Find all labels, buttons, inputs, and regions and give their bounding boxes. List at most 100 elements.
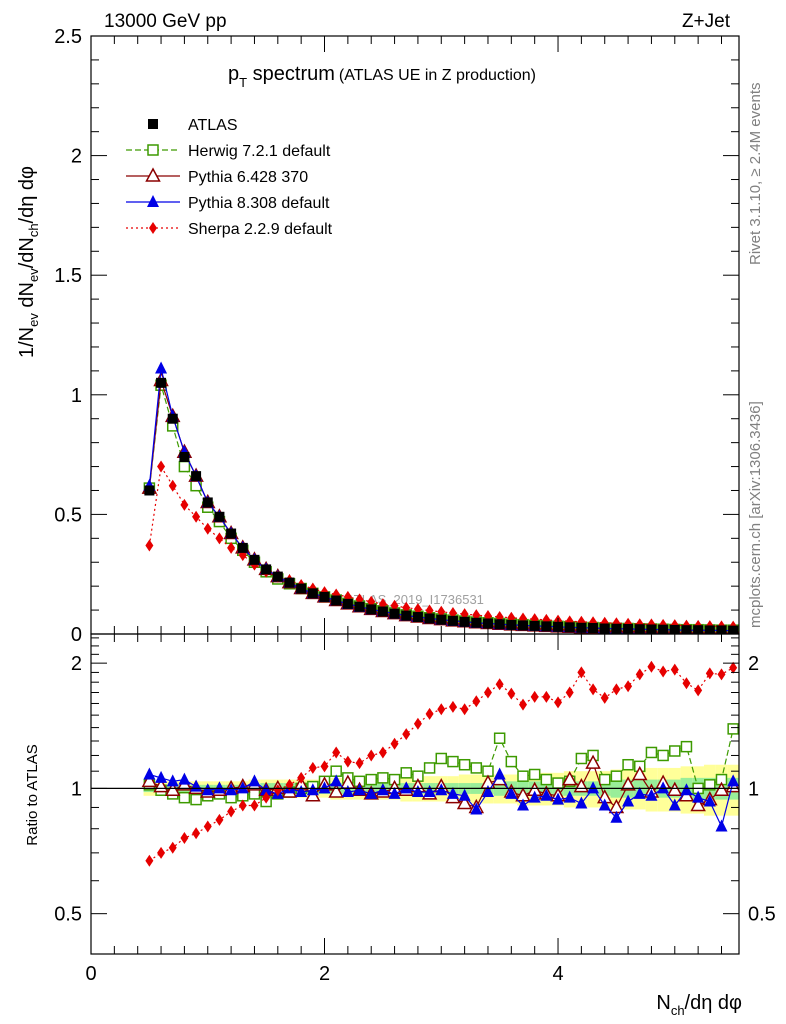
data-point: [238, 799, 247, 812]
data-point: [250, 799, 259, 812]
data-point: [355, 757, 364, 770]
data-point: [378, 746, 387, 759]
legend-label: Sherpa 2.2.9 default: [188, 221, 333, 238]
legend: ATLAS Herwig 7.2.1 default Pythia 6.428 37…: [126, 117, 333, 238]
data-point: [471, 617, 482, 628]
data-point: [178, 772, 191, 785]
data-point: [667, 781, 683, 796]
data-point: [589, 683, 598, 696]
data-point: [215, 813, 224, 826]
data-point: [164, 781, 181, 796]
ratio-y-tick-label-right: 2: [748, 653, 759, 675]
legend-label: Pythia 6.428 370: [188, 169, 308, 186]
legend-marker: [149, 222, 157, 234]
data-point: [575, 796, 588, 809]
data-point: [179, 451, 190, 462]
data-point: [680, 783, 693, 796]
data-point: [168, 479, 177, 492]
ratio-y-tick-label-right: 1: [748, 778, 759, 800]
data-point: [704, 779, 716, 791]
data-point: [167, 413, 178, 424]
data-point: [690, 796, 706, 812]
data-point: [493, 732, 506, 744]
data-point: [213, 781, 226, 794]
data-point: [166, 774, 179, 787]
data-point: [423, 785, 436, 798]
data-point: [273, 784, 282, 797]
data-point: [319, 591, 330, 602]
y-axis-title-main: 1/Nev dNev/dNch/dη dφ: [16, 166, 41, 358]
data-point: [692, 790, 705, 803]
data-point: [389, 608, 400, 619]
data-point: [588, 623, 599, 634]
data-point: [388, 786, 401, 799]
data-point: [227, 541, 236, 554]
y-tick-label: 0.5: [54, 504, 82, 526]
data-point: [657, 749, 669, 762]
plot-title: pT spectrum (ATLAS UE in Z production): [228, 63, 536, 90]
data-point: [645, 788, 658, 801]
data-point: [460, 703, 469, 716]
data-point: [330, 774, 343, 787]
legend-label: Herwig 7.2.1 default: [188, 143, 331, 160]
data-point: [456, 794, 473, 810]
data-point: [528, 790, 541, 803]
y-tick-label: 1.5: [54, 265, 82, 287]
data-point: [577, 666, 586, 679]
data-point: [306, 783, 319, 796]
data-point: [624, 680, 633, 693]
data-point: [331, 595, 342, 606]
data-point: [598, 773, 611, 786]
data-point: [447, 755, 459, 768]
data-point: [611, 623, 622, 634]
data-point: [365, 773, 377, 786]
data-point: [645, 746, 658, 759]
data-point: [483, 686, 492, 699]
data-point: [448, 700, 457, 713]
data-point: [437, 703, 446, 716]
data-point: [400, 767, 412, 779]
data-point: [575, 752, 588, 765]
data-point: [143, 767, 156, 780]
y-tick-label: 0: [71, 624, 82, 646]
x-tick-label: 2: [319, 963, 330, 985]
data-point: [435, 783, 448, 796]
data-point: [261, 564, 272, 575]
ratio-y-tick-label-left: 2: [71, 653, 82, 675]
data-point: [249, 554, 260, 565]
data-point: [157, 846, 166, 859]
rivet-version-label: Rivet 3.1.10, ≥ 2.4M events: [747, 83, 764, 266]
data-point: [390, 737, 399, 750]
data-point: [424, 613, 435, 624]
data-point: [308, 761, 317, 774]
legend-label: ATLAS: [188, 117, 238, 134]
mcplots-reference-label: mcplots.cern.ch [arXiv:1306.3436]: [747, 401, 764, 628]
data-point: [600, 691, 609, 704]
data-point: [493, 767, 506, 780]
data-point: [458, 758, 471, 771]
y-tick-label: 1: [71, 385, 82, 407]
data-point: [425, 707, 434, 720]
data-point: [540, 773, 553, 786]
data-point: [458, 788, 471, 801]
data-point: [168, 841, 177, 854]
data-point: [542, 690, 551, 703]
data-point: [517, 770, 529, 782]
data-point: [530, 690, 539, 703]
data-point: [506, 619, 517, 630]
energy-label: 13000 GeV pp: [104, 11, 227, 32]
ratio-panel-frame: [90, 633, 740, 955]
data-point: [377, 606, 388, 617]
data-point: [202, 497, 213, 508]
data-point: [203, 522, 212, 535]
data-point: [411, 785, 424, 798]
data-point: [622, 758, 634, 771]
process-label: Z+Jet: [682, 11, 731, 32]
data-point: [658, 624, 669, 634]
data-point: [728, 625, 739, 634]
data-point: [704, 625, 715, 634]
data-point: [729, 661, 738, 674]
data-point: [296, 583, 307, 594]
data-point: [248, 774, 261, 787]
